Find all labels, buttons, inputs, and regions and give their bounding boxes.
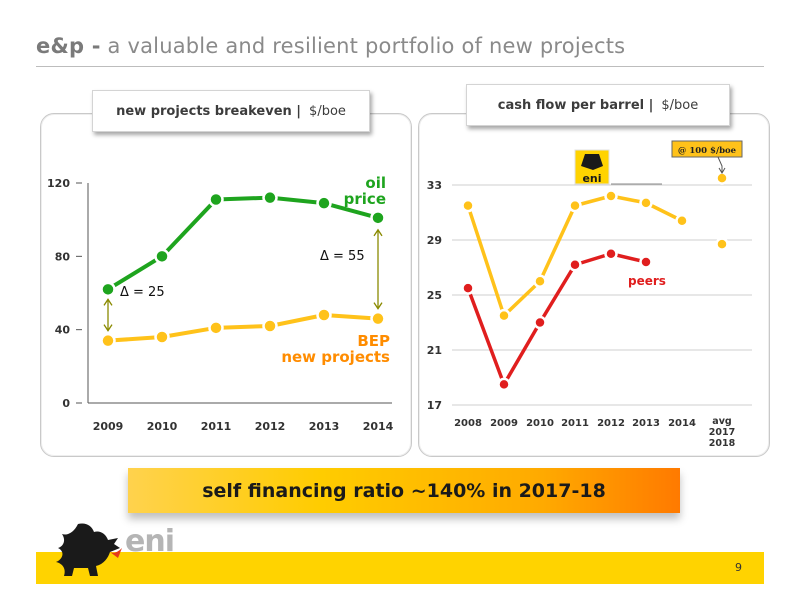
left-oil-price-point	[100, 281, 116, 298]
footer-bar: 9	[36, 552, 764, 584]
right-eni-point	[639, 196, 653, 210]
right-y-tick-label: 25	[427, 289, 442, 302]
left-x-tick-label: 2012	[255, 420, 286, 433]
delta-55-arrow-head-top	[373, 228, 383, 237]
right-y-tick-label: 29	[427, 234, 442, 247]
right-x-tick-label: 2011	[561, 418, 589, 429]
page-number: 9	[735, 561, 742, 574]
right-peers-point	[604, 247, 618, 261]
left-y-tick-label: 80	[55, 250, 71, 263]
delta-55-arrow-head-bottom	[373, 302, 383, 310]
left-chart-title: new projects breakeven | $/boe	[92, 90, 370, 132]
right-chart-unit: $/boe	[661, 97, 699, 113]
left-bep-point	[154, 329, 170, 345]
left-oil-price-point	[154, 248, 170, 265]
left-chart-title-bold: new projects breakeven |	[116, 103, 302, 119]
left-bep-line	[107, 313, 379, 343]
self-financing-banner: self financing ratio ~140% in 2017-18	[128, 468, 680, 513]
left-oil-price-point	[370, 210, 386, 226]
left-bep-point	[208, 320, 224, 336]
left-oil-price-point	[316, 195, 332, 211]
right-y-tick-label: 21	[427, 344, 442, 357]
left-y-tick-label: 120	[47, 177, 70, 190]
right-x-tick-label: 2009	[490, 418, 518, 429]
right-peers-line	[466, 252, 647, 387]
bep-label-line2: new projects	[281, 348, 390, 366]
bep-label-line1: BEP	[357, 332, 390, 350]
oil-price-label-line2: price	[344, 190, 386, 208]
right-x-tick-label: 2012	[597, 418, 625, 429]
delta-25-label: Δ = 25	[120, 285, 165, 300]
right-avg-tick-label: avg	[712, 416, 731, 427]
oil-price-label-line1: oil	[365, 174, 386, 192]
left-chart-unit: $/boe	[309, 103, 346, 119]
right-peers-point	[639, 255, 653, 269]
left-bep-point	[262, 318, 278, 334]
right-y-tick-label: 33	[427, 179, 442, 192]
right-x-tick-label: 2013	[632, 418, 660, 429]
avg-callout-arrowhead	[718, 167, 726, 174]
eni-badge-dog-icon	[581, 154, 603, 170]
right-chart-title-bold: cash flow per barrel |	[497, 97, 654, 113]
right-eni-point	[675, 214, 689, 228]
right-avg-tick-label: 2018	[709, 438, 736, 449]
left-oil-price-point	[208, 191, 224, 208]
peers-label: peers	[628, 274, 666, 288]
avg-callout-text: @ 100 $/boe	[678, 146, 737, 156]
delta-55-label: Δ = 55	[320, 249, 365, 264]
title-rest: a valuable and resilient portfolio of ne…	[107, 34, 626, 58]
right-eni-point	[533, 274, 547, 288]
right-x-tick-label: 2014	[668, 418, 696, 429]
left-x-tick-label: 2010	[147, 420, 178, 433]
left-bep-point	[370, 310, 386, 327]
right-eni-point	[604, 189, 618, 203]
delta-25-arrow-head-bottom	[103, 324, 113, 332]
eni-logo-word: eni	[125, 524, 175, 559]
right-eni-point	[497, 308, 511, 323]
left-oil-price-line	[106, 195, 379, 292]
left-x-tick-label: 2014	[363, 420, 394, 433]
right-chart-title: cash flow per barrel | $/boe	[466, 84, 730, 126]
left-oil-price-point	[262, 189, 278, 206]
avg-point-100	[715, 171, 729, 185]
left-y-tick-label: 0	[62, 397, 70, 410]
right-peers-point	[568, 258, 582, 272]
left-bep-point	[316, 307, 332, 323]
avg-point-base	[715, 237, 729, 251]
right-x-tick-label: 2008	[454, 418, 482, 429]
title-divider	[36, 66, 764, 67]
right-eni-line	[466, 194, 683, 318]
right-avg-tick-label: 2017	[709, 427, 735, 438]
left-bep-point	[100, 332, 116, 349]
page-title: e&p - a valuable and resilient portfolio…	[36, 34, 625, 58]
avg-callout-box	[671, 140, 743, 158]
right-y-tick-label: 17	[427, 399, 442, 412]
eni-badge-text: eni	[582, 172, 601, 185]
left-x-tick-label: 2009	[93, 420, 124, 433]
delta-25-arrow-head-top	[103, 298, 113, 306]
right-eni-point	[461, 198, 475, 213]
right-eni-point	[568, 198, 582, 213]
eni-dog-logo-icon	[56, 523, 122, 576]
avg-callout-pointer	[717, 156, 723, 172]
title-prefix: e&p -	[36, 34, 101, 58]
left-x-tick-label: 2011	[201, 420, 232, 433]
right-peers-point	[461, 281, 475, 295]
right-peers-point	[533, 315, 547, 330]
right-x-tick-label: 2010	[526, 418, 554, 429]
left-x-tick-label: 2013	[309, 420, 340, 433]
left-y-tick-label: 40	[55, 324, 71, 337]
right-peers-point	[497, 377, 511, 392]
